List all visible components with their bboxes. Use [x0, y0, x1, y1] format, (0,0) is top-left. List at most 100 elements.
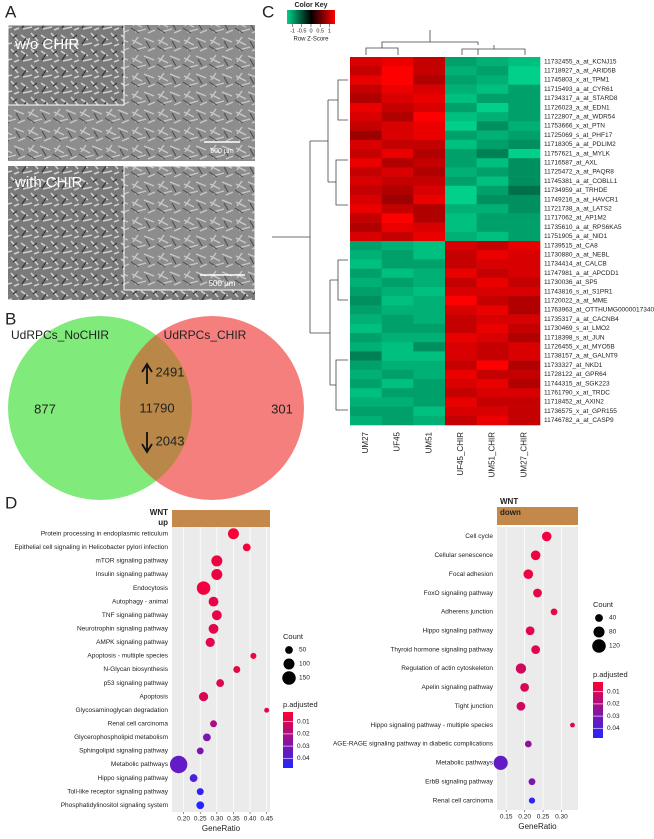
dot	[196, 801, 205, 810]
heat-cell	[508, 250, 541, 260]
heat-cell	[381, 323, 414, 334]
heat-cell	[350, 167, 382, 177]
y-tick-label: Cellular senescence	[434, 552, 493, 559]
heat-cell	[508, 333, 541, 343]
heat-cell	[413, 93, 446, 104]
heat-cell	[476, 250, 509, 260]
image-label: with CHIR	[14, 174, 83, 191]
chart-subtitle: down	[500, 508, 521, 517]
heat-cell	[445, 213, 477, 223]
dot	[189, 774, 198, 782]
y-tick-label: Apelin signaling pathway	[421, 684, 493, 691]
key-bar	[287, 10, 335, 24]
heat-cell	[381, 93, 414, 104]
heat-cell	[476, 112, 509, 122]
heat-cell	[350, 250, 382, 260]
heat-cell	[476, 314, 509, 325]
heat-cell	[476, 57, 509, 67]
heat-cell	[350, 314, 382, 325]
heat-cell	[381, 213, 414, 223]
y-tick-label: Apoptosis - multiple species	[87, 653, 168, 660]
heat-cell	[476, 66, 509, 76]
column-label: UM27_CHIR	[519, 432, 528, 478]
heat-cell	[413, 213, 446, 223]
heat-cell	[413, 66, 446, 76]
heat-cell	[508, 185, 541, 196]
heat-cell	[350, 333, 382, 343]
key-tick-label: -0.5	[297, 28, 306, 34]
set-name: UdRPCs_CHIR	[164, 328, 247, 342]
heat-cell	[508, 222, 541, 233]
heat-cell	[445, 176, 477, 187]
dot	[528, 797, 536, 804]
heat-cell	[508, 93, 541, 104]
y-tick-label: Cell cycle	[465, 533, 493, 540]
row-label: 11730880_a_at_NEBL	[544, 252, 610, 259]
heat-cell	[381, 66, 414, 76]
heat-cell	[350, 323, 382, 334]
heat-cell	[350, 112, 382, 122]
heat-cell	[350, 130, 382, 141]
y-tick-label: Phosphatidylinositol signaling system	[61, 802, 168, 809]
y-tick-label: Renal cell carcinoma	[433, 797, 494, 804]
row-label: 11739515_at_CA8	[544, 242, 598, 249]
micrograph: with CHIR 500 µm	[8, 165, 256, 300]
heat-cell	[508, 204, 541, 214]
legend-label: 150	[299, 675, 310, 682]
dot	[570, 722, 575, 728]
key-tick-label: 0.5	[316, 28, 324, 34]
heat-cell	[445, 351, 477, 361]
legend-label: 0.03	[297, 743, 310, 750]
heat-cell	[350, 185, 382, 196]
heat-cell	[508, 287, 541, 297]
heat-cell	[508, 231, 541, 242]
heat-cell	[508, 103, 541, 113]
heat-cell	[476, 231, 509, 242]
heat-cell	[413, 112, 446, 122]
y-tick-label: Hippo signaling pathway	[423, 627, 494, 634]
row-label: 11749216_a_at_HAVCR1	[544, 196, 619, 203]
row-label: 11744315_at_SGK223	[544, 380, 610, 387]
y-tick-label: Epithelial cell signaling in Helicobacte…	[14, 544, 168, 551]
heat-cell	[381, 415, 414, 426]
heat-cell	[350, 277, 382, 288]
row-label: 11722807_a_at_WDR54	[544, 114, 615, 121]
x-tick-label: 0.20	[177, 816, 190, 823]
heat-cell	[350, 149, 382, 159]
heat-cell	[413, 158, 446, 168]
heat-cell	[381, 351, 414, 361]
heat-cell	[445, 112, 477, 122]
heat-cell	[381, 250, 414, 260]
heat-cell	[476, 158, 509, 168]
heat-cell	[413, 287, 446, 297]
legend-dot	[283, 658, 295, 670]
heat-cell	[381, 277, 414, 288]
row-label: 11726455_x_at_MYO5B	[544, 344, 615, 351]
y-tick-label: Metabolic pathways	[436, 760, 494, 767]
y-tick-label: Neurotrophin signaling pathway	[77, 626, 169, 633]
heat-cell	[381, 296, 414, 306]
heat-cell	[445, 57, 477, 67]
legend-dot	[592, 639, 606, 653]
legend-label: 40	[609, 615, 617, 622]
heat-cell	[350, 66, 382, 76]
dot	[525, 626, 535, 636]
heat-cell	[508, 130, 541, 141]
heat-cell	[445, 139, 477, 150]
heat-cell	[445, 84, 477, 95]
heat-cell	[413, 231, 446, 242]
legend-dot	[593, 626, 605, 638]
row-label: 11716587_at_AXL	[544, 160, 598, 167]
row-label: 11763963_at_OTTHUMG00000173400	[544, 307, 654, 314]
row-label: 11725472_a_at_PAQR8	[544, 169, 614, 176]
heat-cell	[445, 397, 477, 407]
heat-cell	[445, 231, 477, 242]
heat-cell	[508, 314, 541, 325]
heat-cell	[381, 103, 414, 113]
legend-colorbar	[593, 682, 603, 738]
heat-cell	[413, 185, 446, 196]
scale-bar-label: 500 µm	[209, 279, 236, 288]
down-arrow	[141, 432, 153, 454]
row-label: 11733327_at_NKD1	[544, 362, 603, 369]
heat-cell	[508, 268, 541, 279]
